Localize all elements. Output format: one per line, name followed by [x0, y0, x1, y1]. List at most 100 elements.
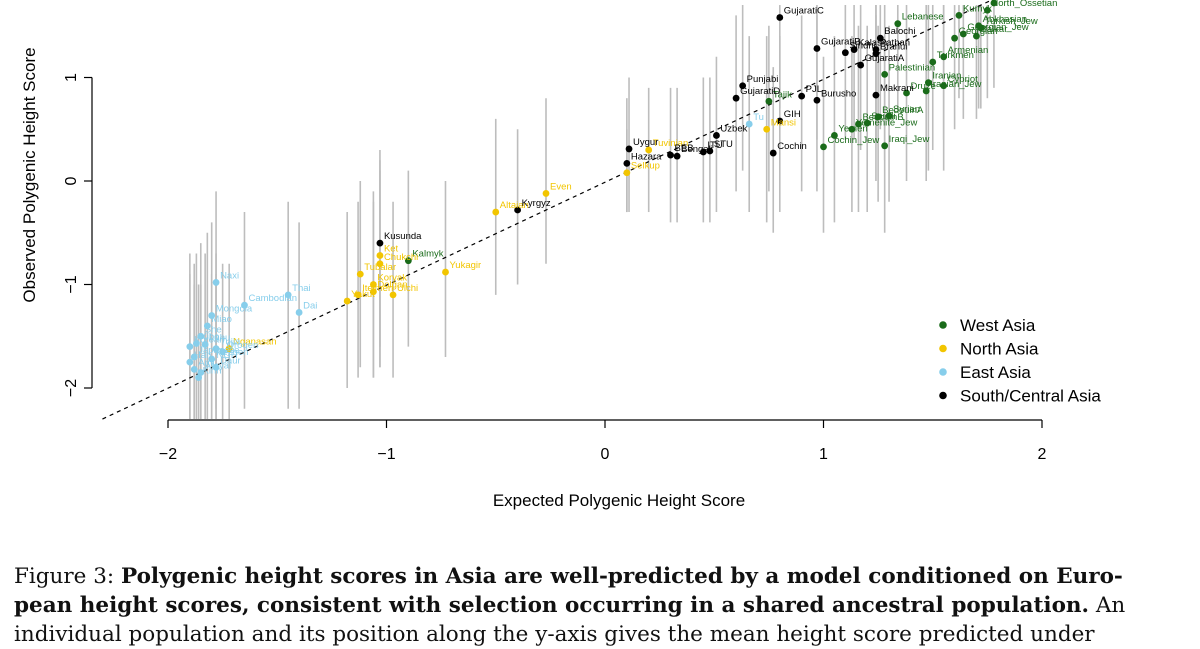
point-label-turkmen: Turkmen [937, 50, 974, 61]
point-label-kusunda: Kusunda [384, 231, 422, 242]
point-kyrgyz [514, 206, 521, 214]
point-label-brahui: Brahui [880, 42, 907, 53]
point-selkup [623, 169, 631, 177]
point-han-ngh [186, 358, 194, 366]
point-label-armenian: Armenian [948, 45, 989, 56]
caption-line-1: Figure 3: Polygenic height scores in Asi… [14, 564, 1123, 589]
point-tujia [212, 345, 220, 353]
point-label-gujaratia: GujaratiA [865, 53, 905, 64]
point-label-bedouinb: BedouinB [862, 112, 903, 123]
point-label-iraqi-jew: Iraqi_Jew [889, 134, 930, 145]
point-label-burusho: Burusho [821, 88, 856, 99]
point-gujaratib [813, 45, 821, 52]
point-georgian [951, 34, 958, 42]
point-label-cypriot: Cypriot [948, 74, 978, 85]
point-label-hazara: Hazara [631, 151, 662, 162]
point-uzbek [713, 132, 720, 139]
point-labels: Kalmyk Cochin_JewYemenYemenite_JewBedouin… [194, 0, 1058, 377]
caption-figure-number: Figure 3: [14, 564, 121, 589]
point-chechen [990, 0, 998, 7]
point-kinh [195, 374, 202, 382]
point-label-cambodian: Cambodian [248, 293, 297, 304]
point-beb [667, 151, 674, 159]
point-label-korean: Korean [194, 335, 225, 346]
point-bedouina [874, 113, 882, 121]
caption-line-2: pean height scores, consistent with sele… [14, 593, 1125, 618]
point-cochin [769, 149, 777, 157]
point-label-mansi: Mansi [771, 117, 796, 128]
point-label-altaian: Altaian [500, 200, 529, 211]
point-label-mongola: Mongola [216, 304, 253, 315]
point-label-yukagir: Yukagir [449, 260, 481, 271]
point-itelmen [354, 291, 362, 299]
point-label-druze: Druze [911, 81, 936, 92]
point-label-she: She [205, 324, 222, 335]
point-iraqi-jew [881, 142, 889, 150]
point-dolgan [369, 288, 377, 296]
point-itu [699, 148, 707, 156]
point-cambodian [241, 301, 248, 309]
point-kalash [850, 46, 858, 53]
legend-marker [939, 368, 947, 376]
point-label-han-ngh: Han_NGH [194, 350, 238, 361]
point-label-pathan: Pathan [880, 38, 910, 49]
point-label-turkish-jew: Turkish_Jew [985, 16, 1038, 27]
point-label-tuvinian: Tuvinian [653, 138, 689, 149]
point-label-beb: BEB [675, 143, 694, 154]
legend-label: North Asia [960, 340, 1039, 359]
point-label-uzbek: Uzbek [720, 123, 747, 134]
caption-bold-part-1: Polygenic height scores in Asia are well… [121, 564, 1123, 589]
point-ket [376, 252, 384, 259]
point-label-kyrgyz: Kyrgyz [522, 198, 551, 209]
point-daur [212, 363, 220, 371]
point-lebanese [894, 20, 902, 28]
point-kalmyk [404, 257, 412, 265]
caption-bold-part-2: pean height scores, consistent with sele… [14, 593, 1090, 618]
point-label-oroqen: Oroqen [227, 340, 259, 351]
point-label-yakut: Yakut [351, 289, 375, 300]
point-stu [706, 147, 714, 155]
point-ami [190, 365, 198, 373]
point-label-georgian-jew: Georgian_Jew [967, 22, 1028, 33]
point-label-tu: Tu [753, 112, 764, 123]
point-label-ulchi: Ulchi [397, 283, 418, 294]
point-altaian [492, 208, 500, 216]
legend-marker [939, 321, 947, 329]
point-north-ossetian [983, 6, 991, 14]
point-armenian [940, 53, 948, 61]
point-xibo [193, 340, 200, 347]
point-label-sindhi: Sindhi [849, 41, 875, 52]
figure-caption: Figure 3: Polygenic height scores in Asi… [14, 562, 1189, 649]
point-label-abkhasian: Abkhasian [983, 14, 1027, 25]
point-label-punjabi: Punjabi [747, 74, 779, 85]
point-label-miao: Miao [211, 314, 232, 325]
point-label-selkup: Selkup [631, 161, 660, 172]
legend-label: East Asia [960, 363, 1031, 382]
point-label-kalmyk: Kalmyk [412, 249, 443, 260]
point-oroqen [219, 348, 227, 356]
point-pjl [798, 92, 806, 100]
caption-line-3: individual population and its position a… [14, 622, 1095, 647]
point-hazara [623, 160, 631, 167]
point-tuvinian [645, 146, 653, 154]
point-lahu [201, 341, 209, 348]
point-label-even: Even [550, 181, 572, 192]
point-label-gujaratic: GujaratiC [784, 5, 824, 16]
point-makrani [872, 91, 880, 99]
point-nganasan [225, 345, 233, 353]
point-brahui [872, 50, 880, 58]
point-label-yemen: Yemen [838, 123, 867, 134]
point-tubalar [356, 270, 364, 278]
point-label-chukchi: Chukchi [384, 252, 418, 263]
point-label-dolgan: Dolgan [377, 280, 407, 291]
scatter-plot: Kalmyk Cochin_JewYemenYemenite_JewBedouin… [20, 0, 1101, 510]
point-punjabi [739, 82, 747, 90]
point-label-georgian: Georgian [959, 26, 998, 37]
point-label-itu: ITU [707, 140, 722, 151]
caption-text-2: An [1089, 593, 1126, 618]
point-label-iranian-jew: Iranian_Jew [930, 79, 981, 90]
legend-label: South/Central Asia [960, 387, 1101, 406]
point-even [542, 190, 550, 197]
point-naxi [212, 279, 220, 286]
point-dai [295, 309, 303, 316]
